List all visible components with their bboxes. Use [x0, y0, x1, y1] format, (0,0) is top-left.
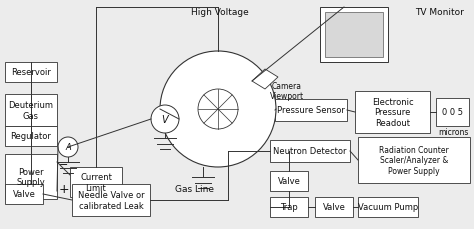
Text: A: A [65, 143, 71, 152]
Circle shape [151, 106, 179, 134]
Text: Valve: Valve [278, 177, 301, 186]
Text: Reservoir: Reservoir [11, 68, 51, 77]
Bar [275, 100, 347, 121]
Bar [72, 184, 150, 216]
Bar [325, 13, 383, 58]
Text: High Voltage: High Voltage [191, 8, 249, 17]
Text: Valve: Valve [13, 190, 36, 199]
Circle shape [58, 137, 78, 157]
Text: Trap: Trap [280, 203, 298, 212]
Bar [358, 137, 470, 183]
Text: Pressure Sensor: Pressure Sensor [277, 106, 345, 115]
Text: TV Monitor: TV Monitor [415, 8, 464, 17]
Text: microns: microns [438, 128, 469, 136]
Text: Current
Limit: Current Limit [80, 172, 112, 192]
Bar [320, 8, 388, 63]
Text: Radiation Counter
Scaler/Analyzer &
Power Supply: Radiation Counter Scaler/Analyzer & Powe… [379, 145, 449, 175]
Polygon shape [252, 70, 278, 90]
Text: +: + [59, 183, 70, 196]
Bar [270, 197, 308, 217]
Bar [270, 171, 308, 191]
Text: Gas Line: Gas Line [175, 184, 215, 193]
Text: Vacuum Pump: Vacuum Pump [358, 203, 418, 212]
Text: 0 0 5: 0 0 5 [442, 108, 463, 117]
Text: Deuterium
Gas: Deuterium Gas [9, 101, 54, 120]
Bar [315, 197, 353, 217]
Bar [5, 154, 57, 199]
Bar [5, 63, 57, 83]
Bar [70, 167, 122, 197]
Bar [5, 184, 43, 204]
Text: V: V [162, 114, 168, 124]
Bar [358, 197, 418, 217]
Text: Needle Valve or
calibrated Leak: Needle Valve or calibrated Leak [78, 191, 144, 210]
Text: Neutron Detector: Neutron Detector [273, 147, 347, 156]
Text: Electronic
Pressure
Readout: Electronic Pressure Readout [372, 98, 413, 127]
Bar [5, 95, 57, 126]
Bar [355, 92, 430, 134]
Bar [436, 98, 469, 126]
Text: −: − [59, 159, 68, 169]
Text: Power
Supply: Power Supply [17, 167, 46, 186]
Text: Valve: Valve [323, 203, 346, 212]
Bar [270, 140, 350, 162]
Bar [5, 126, 57, 146]
Text: Camera
Viewport: Camera Viewport [270, 82, 304, 101]
Text: Regulator: Regulator [10, 132, 52, 141]
Circle shape [160, 52, 276, 167]
